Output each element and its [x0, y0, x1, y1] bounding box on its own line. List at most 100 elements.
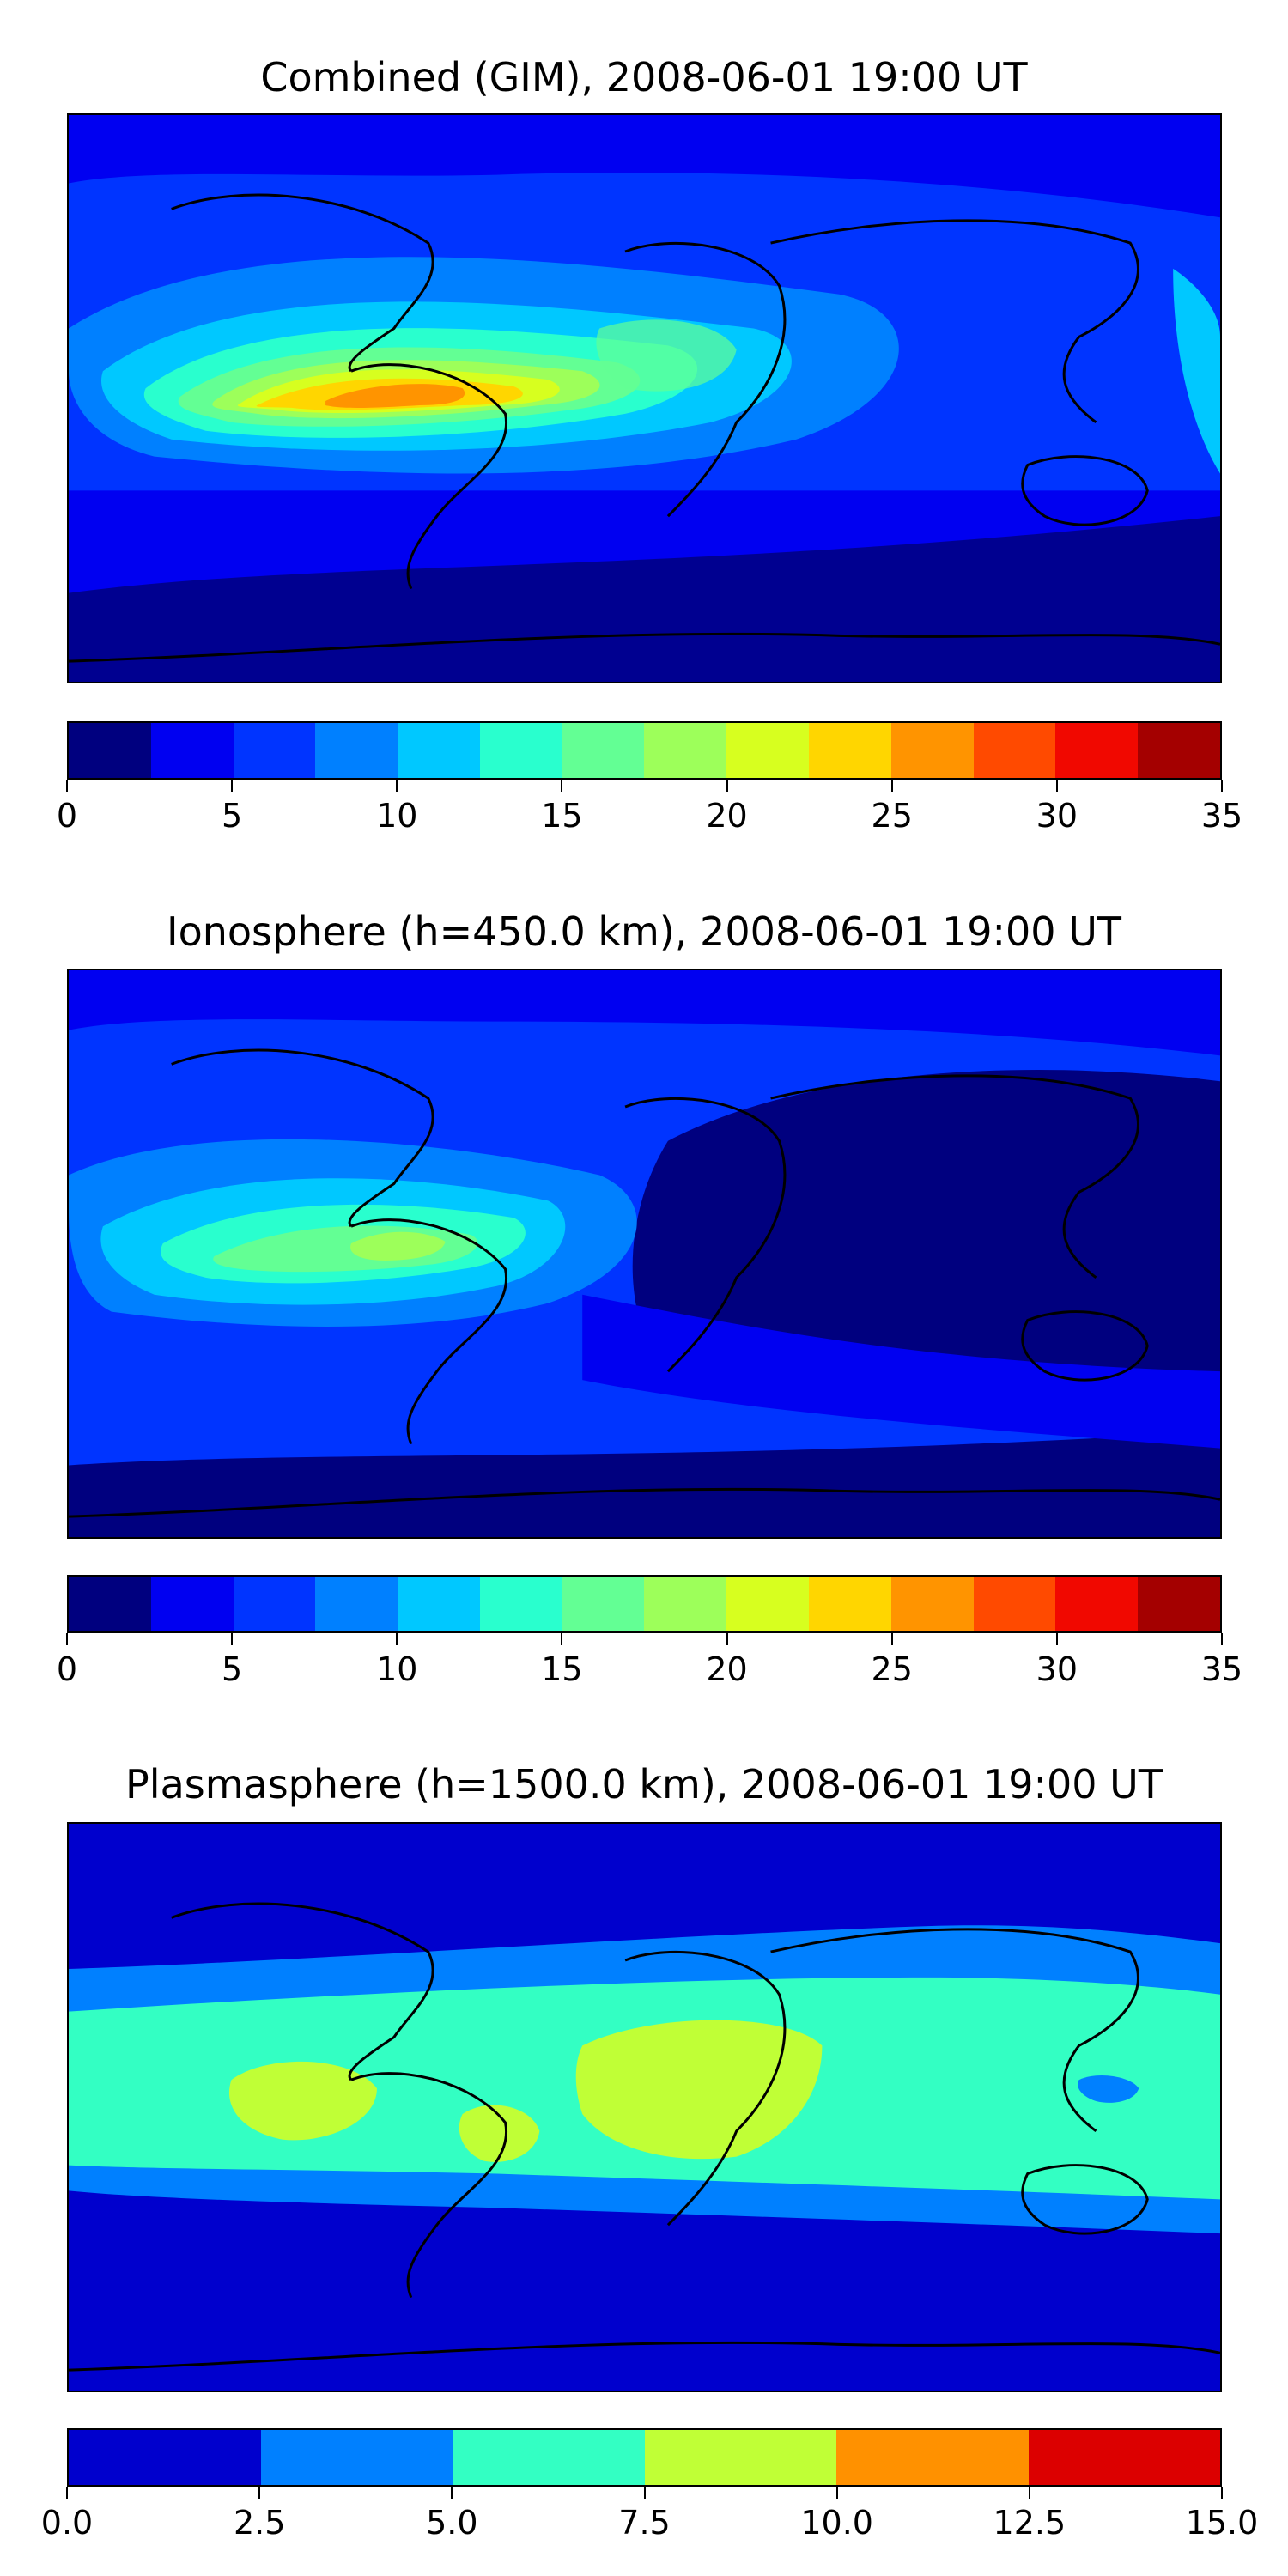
- blue-patch-asia: [1078, 2075, 1139, 2103]
- southern-deep-band: [69, 1431, 1220, 1537]
- coastline-north-america: [171, 1902, 434, 2081]
- zone-7-5-west: [228, 2061, 377, 2141]
- plasmasphere-tec-map: [67, 1822, 1222, 2392]
- colorbar-segment: [644, 723, 727, 778]
- colorbar-segment: [809, 1577, 891, 1631]
- colorbar-segment: [233, 723, 316, 778]
- colorbar-tick-label: 15: [541, 797, 583, 835]
- colorbar-segment: [315, 723, 398, 778]
- colorbar-segment: [562, 1577, 645, 1631]
- combined-colorbar: [67, 721, 1222, 780]
- colorbar-tick-label: 20: [706, 1650, 748, 1688]
- colorbar-tick-mark: [451, 2487, 453, 2499]
- colorbar-tick-mark: [890, 1633, 893, 1645]
- combined-tec-map: [67, 113, 1222, 683]
- coastline-antarctica: [69, 2341, 1220, 2372]
- east-edge-glow: [1173, 268, 1220, 474]
- colorbar-segment: [890, 723, 974, 778]
- colorbar-tick-mark: [1221, 2487, 1223, 2499]
- colorbar-tick-mark: [890, 780, 893, 792]
- coastline-europe-africa: [624, 241, 787, 518]
- colorbar-tick-label: 0: [56, 797, 78, 835]
- colorbar-tick-mark: [561, 1633, 563, 1645]
- colorbar-segment: [315, 1577, 398, 1631]
- colorbar-tick-mark: [726, 1633, 728, 1645]
- colorbar-segment: [69, 1577, 151, 1631]
- coastline-north-america: [171, 193, 434, 373]
- colorbar-segment: [1028, 2430, 1220, 2485]
- colorbar-tick-label: 10: [376, 797, 418, 835]
- coastline-europe-africa: [624, 1097, 787, 1373]
- colorbar-tick-label: 7.5: [618, 2504, 671, 2542]
- north-cap-band: [69, 115, 1220, 218]
- coastline-europe-africa: [624, 1950, 787, 2227]
- colorbar-tick-label: 30: [1036, 1650, 1078, 1688]
- coastline-asia: [770, 219, 1139, 424]
- colorbar-tick-mark: [66, 2487, 68, 2499]
- colorbar-segment: [150, 723, 234, 778]
- colorbar-tick-mark: [643, 2487, 646, 2499]
- colorbar-tick-mark: [835, 2487, 838, 2499]
- combined-map-title: Combined (GIM), 2008-06-01 19:00 UT: [260, 54, 1028, 100]
- coastline-antarctica: [69, 632, 1220, 663]
- colorbar-segment: [809, 723, 891, 778]
- colorbar-tick-mark: [396, 780, 398, 792]
- colorbar-segment: [1055, 723, 1139, 778]
- colorbar-segment: [973, 1577, 1056, 1631]
- colorbar-tick-mark: [1055, 1633, 1058, 1645]
- coastline-asia: [770, 1074, 1139, 1279]
- colorbar-segment: [150, 1577, 234, 1631]
- plasmasphere-map-title: Plasmasphere (h=1500.0 km), 2008-06-01 1…: [125, 1761, 1163, 1807]
- colorbar-tick-label: 0.0: [40, 2504, 94, 2542]
- colorbar-tick-mark: [231, 1633, 234, 1645]
- colorbar-tick-mark: [726, 780, 728, 792]
- colorbar-tick-label: 12.5: [993, 2504, 1066, 2542]
- colorbar-segment: [644, 1577, 727, 1631]
- colorbar-tick-label: 25: [871, 1650, 913, 1688]
- north-cap-band: [69, 970, 1220, 1056]
- mid-band: [582, 1294, 1220, 1449]
- colorbar-segment: [398, 1577, 480, 1631]
- colorbar-tick-label: 5: [222, 797, 243, 835]
- coastline-south-america: [350, 1218, 508, 1445]
- colorbar-tick-label: 0: [56, 1650, 78, 1688]
- colorbar-segment: [973, 723, 1056, 778]
- colorbar-segment: [836, 2430, 1029, 2485]
- colorbar-segment: [1138, 1577, 1220, 1631]
- coastline-australia: [1021, 455, 1149, 526]
- colorbar-segment: [69, 723, 151, 778]
- colorbar-segment: [1138, 723, 1220, 778]
- coastline-australia: [1021, 2164, 1149, 2235]
- colorbar-tick-label: 20: [706, 797, 748, 835]
- colorbar-tick-mark: [1221, 1633, 1223, 1645]
- plasmasphere-colorbar: [67, 2428, 1222, 2487]
- colorbar-tick-label: 5: [222, 1650, 243, 1688]
- plasmasphere-colorbar-ticks: 0.0 2.5 5.0 7.5 10.0 12.5 15.0: [41, 2487, 1258, 2542]
- colorbar-tick-label: 10: [376, 1650, 418, 1688]
- colorbar-tick-mark: [1055, 780, 1058, 792]
- ionosphere-colorbar: [67, 1575, 1222, 1633]
- coastline-south-america: [350, 2072, 508, 2299]
- colorbar-tick-mark: [258, 2487, 261, 2499]
- ionosphere-colorbar-ticks: 0 5 10 15 20 25 30 35: [57, 1633, 1242, 1688]
- coastline-antarctica: [69, 1487, 1220, 1518]
- zone-7-5-south-america: [459, 2105, 540, 2162]
- colorbar-tick-label: 10.0: [800, 2504, 873, 2542]
- zone-27: [325, 384, 465, 408]
- colorbar-tick-label: 5.0: [426, 2504, 478, 2542]
- zone-20: [350, 1231, 446, 1261]
- colorbar-tick-label: 15.0: [1185, 2504, 1259, 2542]
- colorbar-tick-label: 35: [1200, 1650, 1243, 1688]
- coastline-north-america: [171, 1048, 434, 1228]
- colorbar-tick-label: 25: [871, 797, 913, 835]
- combined-colorbar-ticks: 0 5 10 15 20 25 30 35: [57, 780, 1242, 835]
- colorbar-tick-mark: [1221, 780, 1223, 792]
- colorbar-tick-label: 15: [541, 1650, 583, 1688]
- southern-deep-band: [69, 516, 1220, 682]
- colorbar-tick-mark: [66, 780, 68, 792]
- colorbar-segment: [479, 1577, 562, 1631]
- colorbar-segment: [479, 723, 562, 778]
- ionosphere-tec-map: [67, 969, 1222, 1539]
- colorbar-tick-mark: [1028, 2487, 1030, 2499]
- colorbar-tick-mark: [66, 1633, 68, 1645]
